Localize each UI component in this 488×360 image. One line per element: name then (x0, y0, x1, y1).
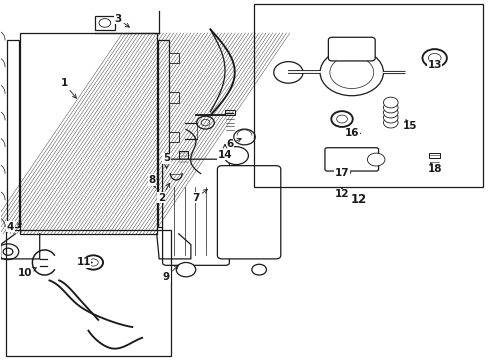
Circle shape (0, 244, 19, 260)
Circle shape (383, 117, 397, 128)
Text: 2: 2 (158, 183, 169, 203)
Text: 16: 16 (344, 129, 360, 138)
Circle shape (88, 259, 98, 266)
Text: 18: 18 (427, 163, 441, 174)
Circle shape (330, 111, 352, 127)
Text: 5: 5 (163, 153, 170, 168)
Text: 10: 10 (18, 268, 36, 278)
Bar (168, 211, 178, 221)
Text: 1: 1 (61, 78, 76, 98)
Text: 17: 17 (334, 168, 350, 178)
Circle shape (196, 116, 214, 129)
Text: 4: 4 (7, 222, 21, 231)
Bar (168, 171, 178, 182)
Text: 7: 7 (192, 189, 207, 203)
FancyBboxPatch shape (325, 148, 378, 171)
Circle shape (383, 102, 397, 113)
Bar (158, 40, 168, 226)
FancyBboxPatch shape (162, 159, 229, 265)
Circle shape (427, 53, 440, 63)
Bar (254, 4, 483, 187)
Circle shape (176, 262, 195, 277)
Circle shape (83, 255, 103, 270)
Text: 15: 15 (402, 120, 417, 131)
Bar (168, 132, 178, 142)
Bar (6, 40, 19, 226)
FancyBboxPatch shape (328, 37, 374, 61)
Circle shape (273, 62, 303, 83)
Bar (168, 92, 178, 103)
FancyBboxPatch shape (95, 16, 114, 30)
Circle shape (383, 107, 397, 118)
Circle shape (422, 49, 446, 67)
Bar (428, 153, 439, 158)
Circle shape (224, 147, 248, 165)
Circle shape (251, 264, 266, 275)
Circle shape (383, 97, 397, 108)
Bar (168, 53, 178, 63)
Bar (20, 33, 157, 234)
Text: 8: 8 (148, 175, 155, 188)
Circle shape (233, 129, 255, 145)
Text: 11: 11 (76, 257, 92, 267)
Bar (5, 230, 171, 356)
Text: 12: 12 (334, 188, 348, 199)
Text: 14: 14 (217, 144, 232, 160)
Circle shape (366, 153, 384, 166)
Text: 9: 9 (163, 265, 178, 282)
Bar (224, 110, 234, 116)
Bar (178, 151, 188, 164)
Text: 13: 13 (425, 60, 441, 70)
FancyBboxPatch shape (217, 166, 280, 259)
Circle shape (320, 49, 383, 96)
Circle shape (336, 115, 346, 123)
Text: 3: 3 (114, 14, 129, 27)
Circle shape (383, 112, 397, 123)
Text: 6: 6 (226, 139, 241, 149)
Text: 12: 12 (350, 193, 366, 206)
